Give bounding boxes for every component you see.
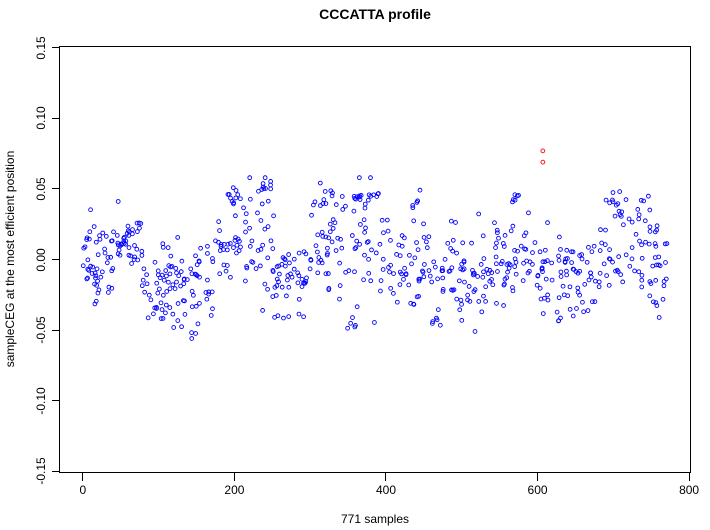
x-axis-label: 771 samples (340, 512, 410, 526)
y-tick-mark (52, 117, 60, 119)
y-tick-label: -0.05 (34, 316, 48, 344)
x-tick-mark (537, 473, 539, 481)
x-tick-label: 800 (679, 483, 700, 497)
x-tick-label: 600 (527, 483, 548, 497)
y-tick-label: -0.10 (34, 386, 48, 415)
y-tick-mark (52, 259, 60, 260)
y-tick-label: 0.05 (34, 177, 48, 201)
x-tick-mark (233, 473, 235, 481)
y-axis-label: sampleCEG at the most efficient position (3, 150, 17, 368)
x-tick-mark (385, 473, 387, 481)
x-tick-mark (82, 473, 84, 481)
x-tick-label: 0 (79, 483, 87, 497)
plot-frame (59, 46, 691, 473)
x-tick-mark (688, 473, 690, 481)
y-tick-label: -0.15 (34, 457, 48, 485)
y-tick-mark (52, 400, 60, 402)
y-tick-mark (52, 188, 60, 190)
y-tick-label: 0.00 (34, 247, 48, 272)
y-tick-mark (52, 47, 60, 49)
y-tick-mark (52, 329, 60, 331)
plot-title: CCCATTA profile (319, 6, 431, 22)
x-tick-label: 200 (224, 483, 245, 497)
x-tick-label: 400 (375, 483, 396, 497)
y-tick-mark (52, 470, 60, 472)
y-tick-label: 0.15 (34, 36, 48, 60)
y-tick-label: 0.10 (34, 106, 48, 131)
